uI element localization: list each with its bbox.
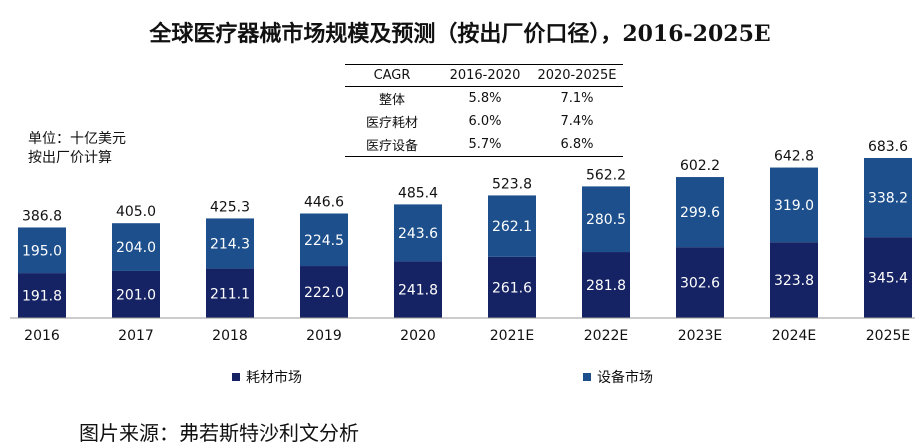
segment-value-label: 241.8 — [398, 283, 438, 299]
x-tick-label: 2020 — [400, 328, 436, 344]
x-tick-label: 2022E — [584, 328, 628, 344]
bar-segment-consumables — [300, 266, 348, 318]
bar-segment-equipment — [582, 186, 630, 253]
cagr-cell: 整体 — [378, 93, 405, 108]
bar-segment-consumables — [864, 237, 912, 318]
cagr-row: 医疗耗材 6.0% 7.4% — [345, 110, 623, 133]
x-tick-label: 2023E — [678, 328, 722, 344]
cagr-cell: 5.8% — [468, 91, 502, 106]
segment-value-label: 261.6 — [492, 280, 532, 296]
segment-value-label: 195.0 — [22, 243, 62, 259]
x-tick-label: 2018 — [212, 328, 248, 344]
segment-value-label: 243.6 — [398, 226, 438, 242]
cagr-cell: 5.7% — [439, 133, 531, 157]
x-tick-label: 2025E — [866, 328, 910, 344]
total-value-label: 446.6 — [304, 194, 344, 210]
bar-segment-consumables — [18, 273, 66, 318]
cagr-cell: 医疗耗材 — [365, 116, 418, 131]
segment-value-label: 302.6 — [680, 276, 720, 292]
total-value-label: 642.8 — [774, 149, 814, 165]
legend-label-consumables: 耗材市场 — [246, 370, 302, 386]
segment-value-label: 262.1 — [492, 219, 532, 235]
bar-segment-equipment — [206, 218, 254, 269]
bar-segment-equipment — [488, 195, 536, 257]
cagr-row: 整体 5.8% 7.1% — [345, 87, 623, 111]
total-value-label: 602.2 — [680, 158, 720, 174]
cagr-header-cell: 2020-2025E — [531, 64, 623, 87]
total-value-label: 386.8 — [22, 208, 62, 224]
legend-swatch-equipment — [583, 373, 591, 381]
cagr-cell: 7.4% — [560, 114, 594, 129]
x-tick-label: 2017 — [118, 328, 154, 344]
cagr-cell: 7.1% — [560, 91, 594, 106]
cagr-table: CAGR 2016-2020 2020-2025E 整体 5.8% 7.1% 医… — [345, 64, 623, 157]
cagr-cell: 6.0% — [468, 114, 502, 129]
segment-value-label: 222.0 — [304, 285, 344, 301]
total-value-label: 523.8 — [492, 176, 532, 192]
cagr-header-cell: CAGR — [345, 64, 439, 87]
legend-item-consumables: 耗材市场 — [232, 367, 302, 387]
legend-item-equipment: 设备市场 — [583, 367, 653, 387]
bar-segment-equipment — [112, 223, 160, 271]
cagr-row: 医疗设备 5.7% 6.8% — [345, 133, 623, 157]
cagr-header-cell: 2016-2020 — [439, 64, 531, 87]
cagr-header-row: CAGR 2016-2020 2020-2025E — [345, 64, 623, 87]
segment-value-label: 338.2 — [868, 191, 908, 207]
legend-swatch-consumables — [232, 373, 240, 381]
legend-label-equipment: 设备市场 — [597, 370, 653, 386]
segment-value-label: 191.8 — [22, 289, 62, 305]
total-value-label: 485.4 — [398, 185, 438, 201]
bar-segment-equipment — [394, 204, 442, 262]
bar-segment-equipment — [770, 167, 818, 243]
segment-value-label: 319.0 — [774, 198, 814, 214]
segment-value-label: 214.3 — [210, 237, 250, 253]
total-value-label: 683.6 — [868, 139, 908, 155]
total-value-label: 405.0 — [116, 204, 156, 220]
bar-segment-consumables — [676, 247, 724, 318]
bar-segment-equipment — [300, 213, 348, 267]
bar-segment-consumables — [394, 261, 442, 318]
bar-segment-consumables — [206, 268, 254, 318]
bar-segment-consumables — [770, 242, 818, 318]
bar-segment-consumables — [582, 252, 630, 318]
bar-segment-consumables — [488, 256, 536, 318]
segment-value-label: 281.8 — [586, 278, 626, 294]
total-value-label: 562.2 — [586, 167, 626, 183]
unit-line-2: 按出厂价计算 — [28, 150, 112, 166]
cagr-cell: 6.8% — [531, 133, 623, 157]
x-tick-label: 2019 — [306, 328, 342, 344]
unit-line-1: 单位：十亿美元 — [28, 131, 126, 147]
x-tick-label: 2024E — [772, 328, 816, 344]
cagr-cell: 医疗设备 — [345, 133, 439, 157]
segment-value-label: 204.0 — [116, 240, 156, 256]
total-value-label: 425.3 — [210, 199, 250, 215]
chart-title: 全球医疗器械市场规模及预测（按出厂价口径），2016-2025E — [149, 21, 771, 47]
source-note: 图片来源：弗若斯特沙利文分析 — [79, 421, 359, 445]
bar-segment-equipment — [676, 177, 724, 248]
segment-value-label: 201.0 — [116, 287, 156, 303]
unit-note: 单位：十亿美元 按出厂价计算 — [28, 130, 126, 168]
bar-segment-equipment — [18, 227, 66, 274]
segment-value-label: 224.5 — [304, 233, 344, 249]
x-tick-label: 2016 — [24, 328, 60, 344]
x-tick-label: 2021E — [490, 328, 534, 344]
segment-value-label: 211.1 — [210, 286, 250, 302]
segment-value-label: 323.8 — [774, 273, 814, 289]
bar-segment-consumables — [112, 270, 160, 318]
segment-value-label: 345.4 — [868, 271, 908, 287]
segment-value-label: 280.5 — [586, 212, 626, 228]
segment-value-label: 299.6 — [680, 205, 720, 221]
bar-segment-equipment — [864, 158, 912, 238]
